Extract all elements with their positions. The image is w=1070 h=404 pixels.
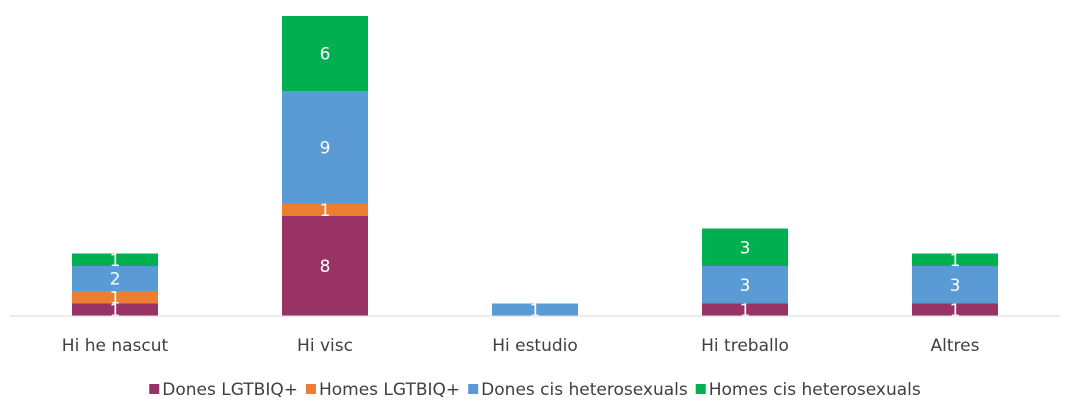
bar-segment <box>912 253 998 266</box>
bar-segment <box>912 266 998 304</box>
legend-label: Homes cis heterosexuals <box>709 380 921 400</box>
bar-segment <box>72 303 158 316</box>
data-label: 6 <box>320 45 331 65</box>
x-tick-label: Hi visc <box>297 336 353 356</box>
data-label: 9 <box>320 138 331 158</box>
data-label: 2 <box>110 270 121 290</box>
data-label: 1 <box>950 251 961 271</box>
bar-segment <box>492 303 578 316</box>
legend-swatch <box>305 384 316 394</box>
bar-segment <box>282 216 368 316</box>
data-label: 1 <box>740 301 751 321</box>
x-tick-label: Hi estudio <box>492 336 578 356</box>
bar-segment <box>72 266 158 291</box>
x-tick-label: Hi he nascut <box>62 336 169 356</box>
data-label: 3 <box>950 276 961 296</box>
x-tick-label: Altres <box>931 336 980 356</box>
data-label: 3 <box>740 276 751 296</box>
legend-label: Homes LGTBIQ+ <box>319 380 460 400</box>
bar-segment <box>282 203 368 216</box>
bar-segment <box>282 16 368 91</box>
data-label: 1 <box>110 301 121 321</box>
bar-segment <box>702 266 788 304</box>
bar-segment <box>702 303 788 316</box>
data-label: 1 <box>320 201 331 221</box>
data-label: 3 <box>740 238 751 258</box>
legend-swatch <box>695 384 706 394</box>
legend-label: Dones LGTBIQ+ <box>162 380 298 400</box>
data-label: 1 <box>110 251 121 271</box>
legend-swatch <box>149 384 160 394</box>
legend-label: Dones cis heterosexuals <box>481 380 688 400</box>
data-label: 1 <box>950 301 961 321</box>
data-label: 1 <box>110 288 121 308</box>
legend-swatch <box>468 384 479 394</box>
data-label: 1 <box>530 301 541 321</box>
bar-segment <box>282 91 368 204</box>
x-tick-label: Hi treballo <box>701 336 789 356</box>
bar-segment <box>702 228 788 266</box>
bar-segment <box>72 291 158 304</box>
data-label: 8 <box>320 257 331 277</box>
bar-segment <box>72 253 158 266</box>
bar-segment <box>912 303 998 316</box>
